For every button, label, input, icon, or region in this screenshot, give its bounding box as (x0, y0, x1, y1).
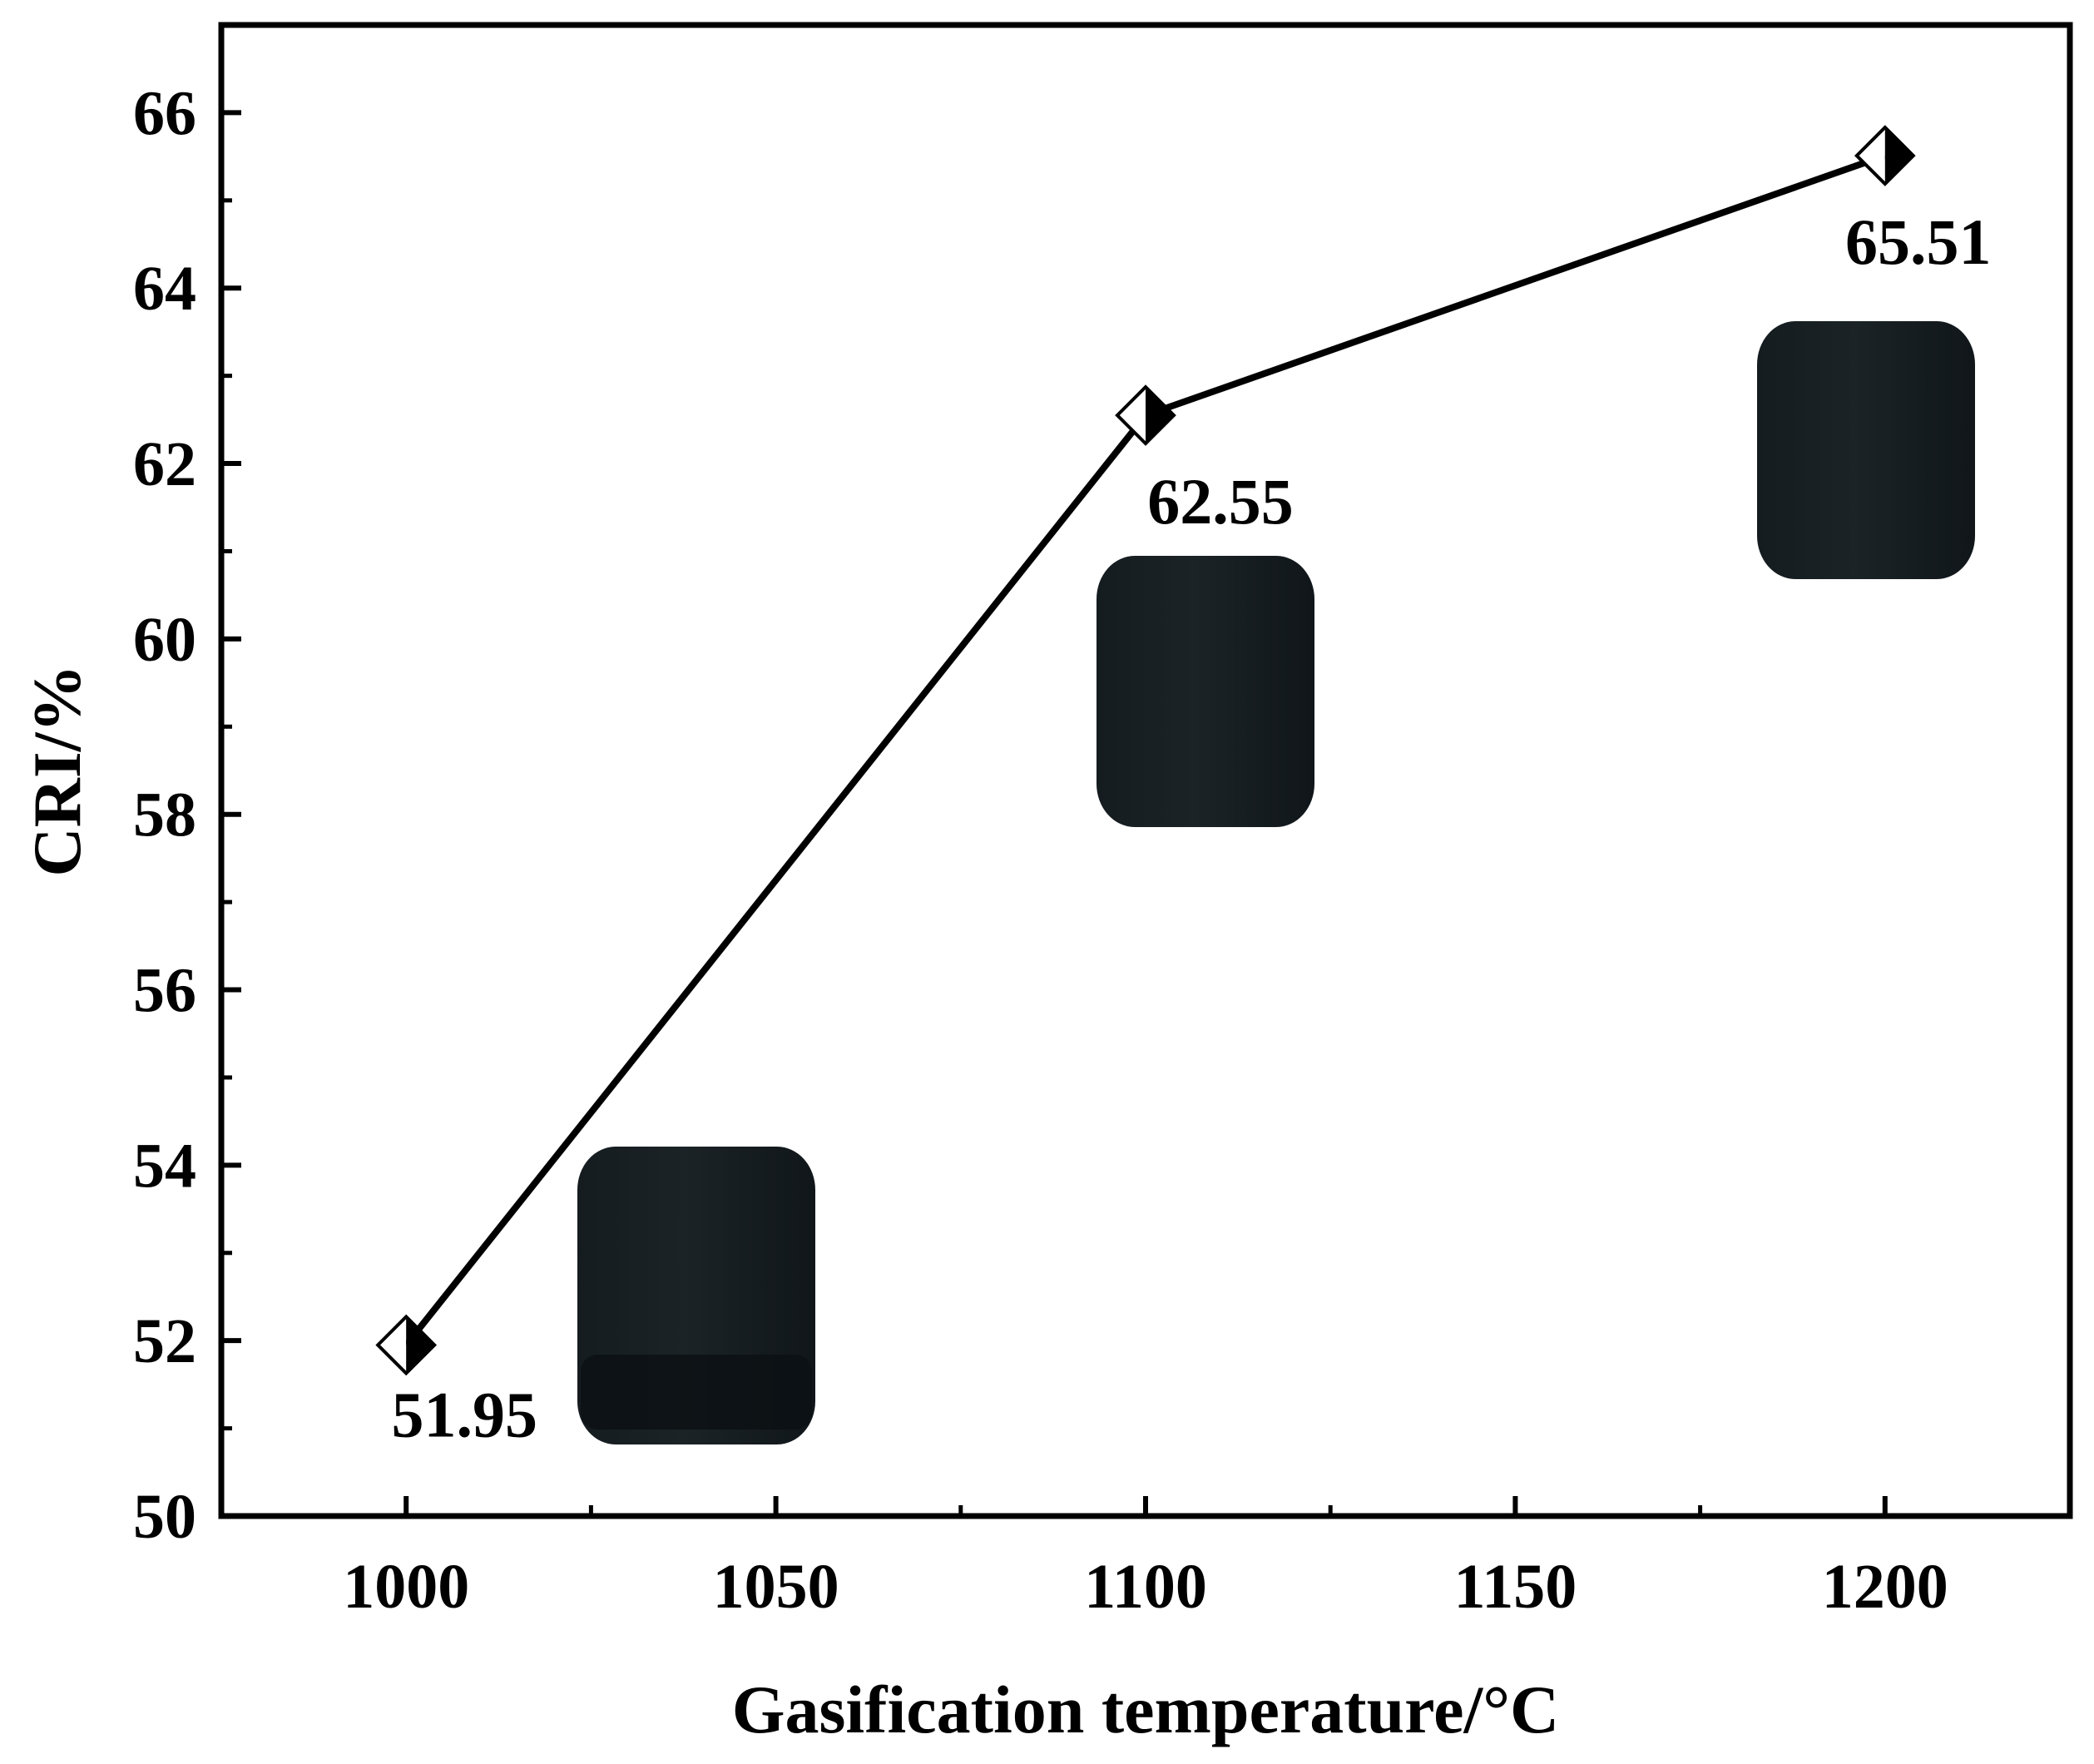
data-point (1115, 384, 1176, 446)
y-tick-label: 64 (133, 254, 196, 324)
data-label: 65.51 (1845, 206, 1992, 278)
marker-right-half (406, 1316, 435, 1374)
marker-outline (1115, 384, 1176, 446)
marker-right-half (1884, 127, 1913, 185)
data-point (1854, 125, 1916, 186)
y-tick-label: 58 (133, 780, 196, 850)
marker-left-half (378, 1316, 407, 1374)
y-tick-label: 52 (133, 1306, 196, 1376)
series-layer (375, 125, 1916, 1376)
y-tick-label: 56 (133, 956, 196, 1026)
y-tick-label: 54 (133, 1131, 196, 1201)
marker-outline (1854, 125, 1916, 186)
x-tick-label: 1050 (713, 1552, 839, 1622)
y-axis-title: CRI/% (19, 664, 95, 876)
x-tick-label: 1000 (343, 1552, 469, 1622)
marker-left-half (1856, 127, 1885, 185)
coke-sample-photo (1757, 321, 1975, 579)
x-tick-label: 1150 (1453, 1552, 1577, 1622)
data-label: 51.95 (391, 1378, 537, 1450)
axis-ticks (221, 110, 1888, 1519)
coke-sample-shadow (581, 1355, 812, 1430)
y-tick-label: 66 (133, 78, 196, 148)
coke-sample-photo (1097, 556, 1314, 827)
y-tick-labels: 50 52 54 56 58 60 62 64 66 (133, 78, 196, 1552)
x-axis-title: Gasification temperature/°C (732, 1672, 1560, 1747)
y-tick-label: 60 (133, 605, 196, 675)
x-tick-label: 1200 (1822, 1552, 1948, 1622)
sample-photos (577, 321, 1975, 1444)
data-label: 62.55 (1147, 465, 1294, 538)
data-point (375, 1314, 438, 1376)
marker-left-half (1117, 387, 1146, 444)
data-labels: 51.95 62.55 65.51 (391, 206, 1991, 1450)
marker-outline (375, 1314, 438, 1376)
x-tick-labels: 1000 1050 1100 1150 1200 (343, 1552, 1948, 1622)
y-tick-label: 62 (133, 429, 196, 499)
y-tick-label: 50 (133, 1482, 196, 1552)
plot-frame (218, 22, 2073, 1519)
marker-right-half (1146, 387, 1174, 444)
x-tick-label: 1100 (1084, 1552, 1207, 1622)
